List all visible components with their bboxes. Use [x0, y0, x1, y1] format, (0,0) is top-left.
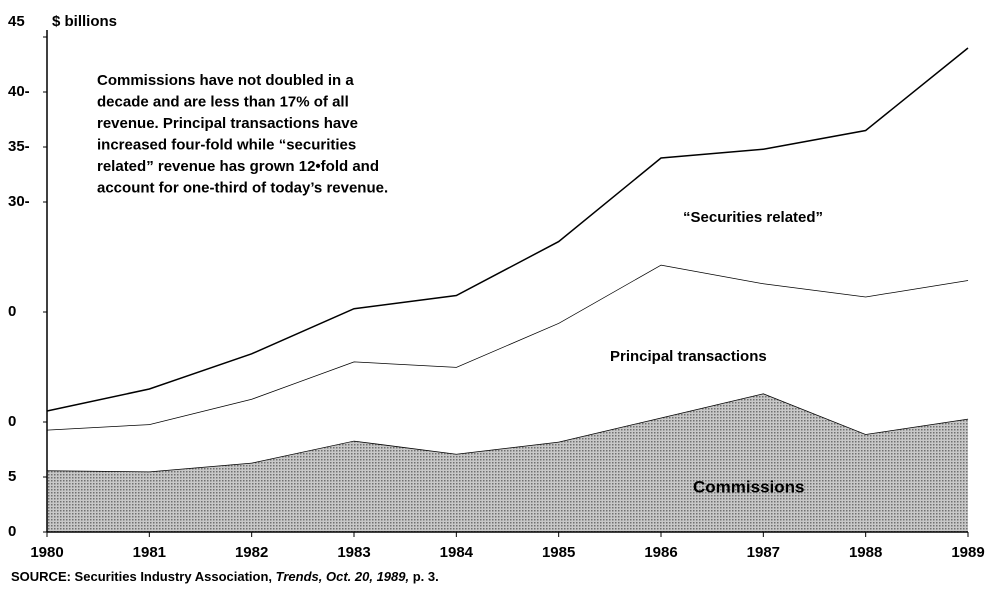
y-tick-label: 40- [8, 83, 30, 100]
source-part: SOURCE: Securities Industry Association, [11, 569, 272, 584]
x-tick-label: 1982 [235, 544, 268, 561]
y-axis-label: $ billions [52, 13, 117, 30]
series-label: Commissions [693, 477, 804, 496]
source: SOURCE: Securities Industry Association,… [11, 569, 439, 584]
annotation: account for one-third of today’s revenue… [97, 179, 388, 196]
series-label: “Securities related” [683, 209, 823, 226]
x-tick-label: 1989 [951, 544, 984, 561]
x-tick-label: 1988 [849, 544, 882, 561]
area [47, 393, 968, 532]
x-tick-label: 1987 [747, 544, 780, 561]
annotation: increased four-fold while “securities [97, 136, 356, 153]
annotation: Commissions have not doubled in a [97, 72, 354, 89]
y-tick-label: 45 [8, 13, 25, 30]
x-tick-label: 1984 [440, 544, 474, 561]
y-tick-label: 0 [8, 303, 16, 320]
x-tick-label: 1981 [133, 544, 166, 561]
annotation: revenue. Principal transactions have [97, 115, 358, 132]
annotation: decade and are less than 17% of all [97, 93, 349, 110]
y-tick-label: 30- [8, 193, 30, 210]
series-line [46, 47, 969, 412]
x-tick-label: 1985 [542, 544, 575, 561]
y-tick-label: 0 [8, 413, 16, 430]
x-tick-label: 1986 [644, 544, 677, 561]
x-tick-label: 1980 [30, 544, 63, 561]
y-tick-label: 5 [8, 468, 16, 485]
source-part: Trends, Oct. 20, 1989, [276, 569, 409, 584]
x-tick-label: 1983 [337, 544, 370, 561]
series-label: Principal transactions [610, 348, 767, 365]
source-part: p. 3. [413, 569, 439, 584]
y-tick-label: 35- [8, 138, 30, 155]
annotation: related” revenue has grown 12•fold and [97, 158, 379, 175]
y-tick-label: 0 [8, 523, 16, 540]
area [47, 264, 968, 472]
